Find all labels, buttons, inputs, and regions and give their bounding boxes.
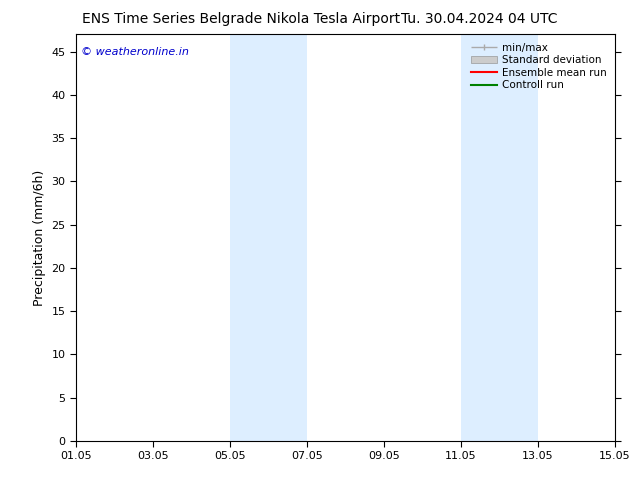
- Legend: min/max, Standard deviation, Ensemble mean run, Controll run: min/max, Standard deviation, Ensemble me…: [467, 40, 610, 94]
- Y-axis label: Precipitation (mm/6h): Precipitation (mm/6h): [33, 170, 46, 306]
- Text: © weatheronline.in: © weatheronline.in: [81, 47, 190, 56]
- Bar: [461, 34, 538, 441]
- Bar: [230, 34, 307, 441]
- Text: Tu. 30.04.2024 04 UTC: Tu. 30.04.2024 04 UTC: [401, 12, 558, 26]
- Text: ENS Time Series Belgrade Nikola Tesla Airport: ENS Time Series Belgrade Nikola Tesla Ai…: [82, 12, 401, 26]
